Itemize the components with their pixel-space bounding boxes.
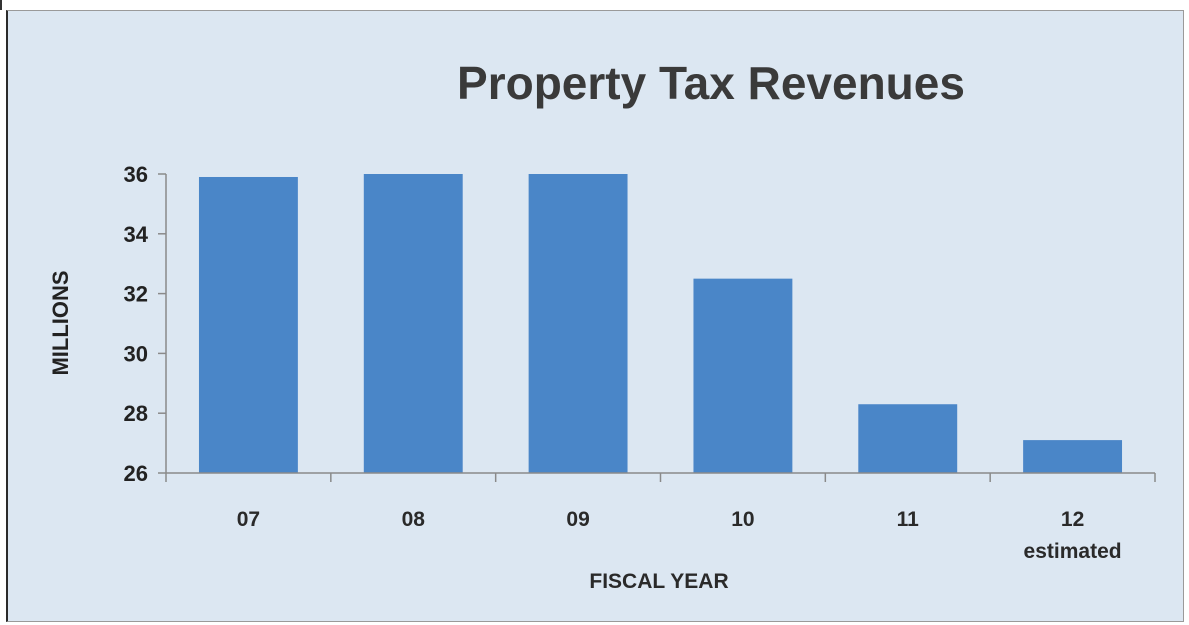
bar-11 (858, 404, 958, 473)
y-tick-label: 34 (124, 222, 149, 247)
x-tick-label: 09 (566, 508, 589, 531)
x-tick-label: 11 (897, 508, 920, 531)
y-tick-label: 36 (124, 162, 148, 187)
y-tick-label: 28 (124, 401, 148, 426)
x-tick-label: 12 (1061, 508, 1084, 531)
bar-10 (693, 278, 793, 473)
x-tick-label: 07 (237, 508, 260, 531)
x-axis: 07 08 09 10 11 12 estimated (165, 472, 1156, 563)
bar-09 (528, 174, 628, 473)
y-axis-label: MILLIONS (48, 270, 73, 375)
bar-12 (1023, 440, 1123, 473)
bars-group (198, 174, 1123, 474)
chart-title: Property Tax Revenues (457, 57, 965, 109)
y-axis: 26 28 30 32 34 36 (124, 162, 167, 486)
y-tick-label: 26 (124, 461, 148, 486)
y-tick-label: 30 (124, 341, 148, 366)
bar-07 (198, 176, 298, 474)
corner-mark (0, 0, 2, 10)
chart-panel: Property Tax Revenues MILLIONS FISCAL YE… (6, 10, 1184, 622)
y-tick-label: 32 (124, 282, 148, 307)
x-axis-label: FISCAL YEAR (589, 570, 728, 593)
x-tick-label: 08 (402, 508, 426, 531)
x-tick-sublabel: estimated (1024, 540, 1122, 563)
x-tick-label: 10 (731, 508, 754, 531)
bar-chart: Property Tax Revenues MILLIONS FISCAL YE… (48, 57, 1156, 593)
bar-08 (363, 174, 463, 473)
